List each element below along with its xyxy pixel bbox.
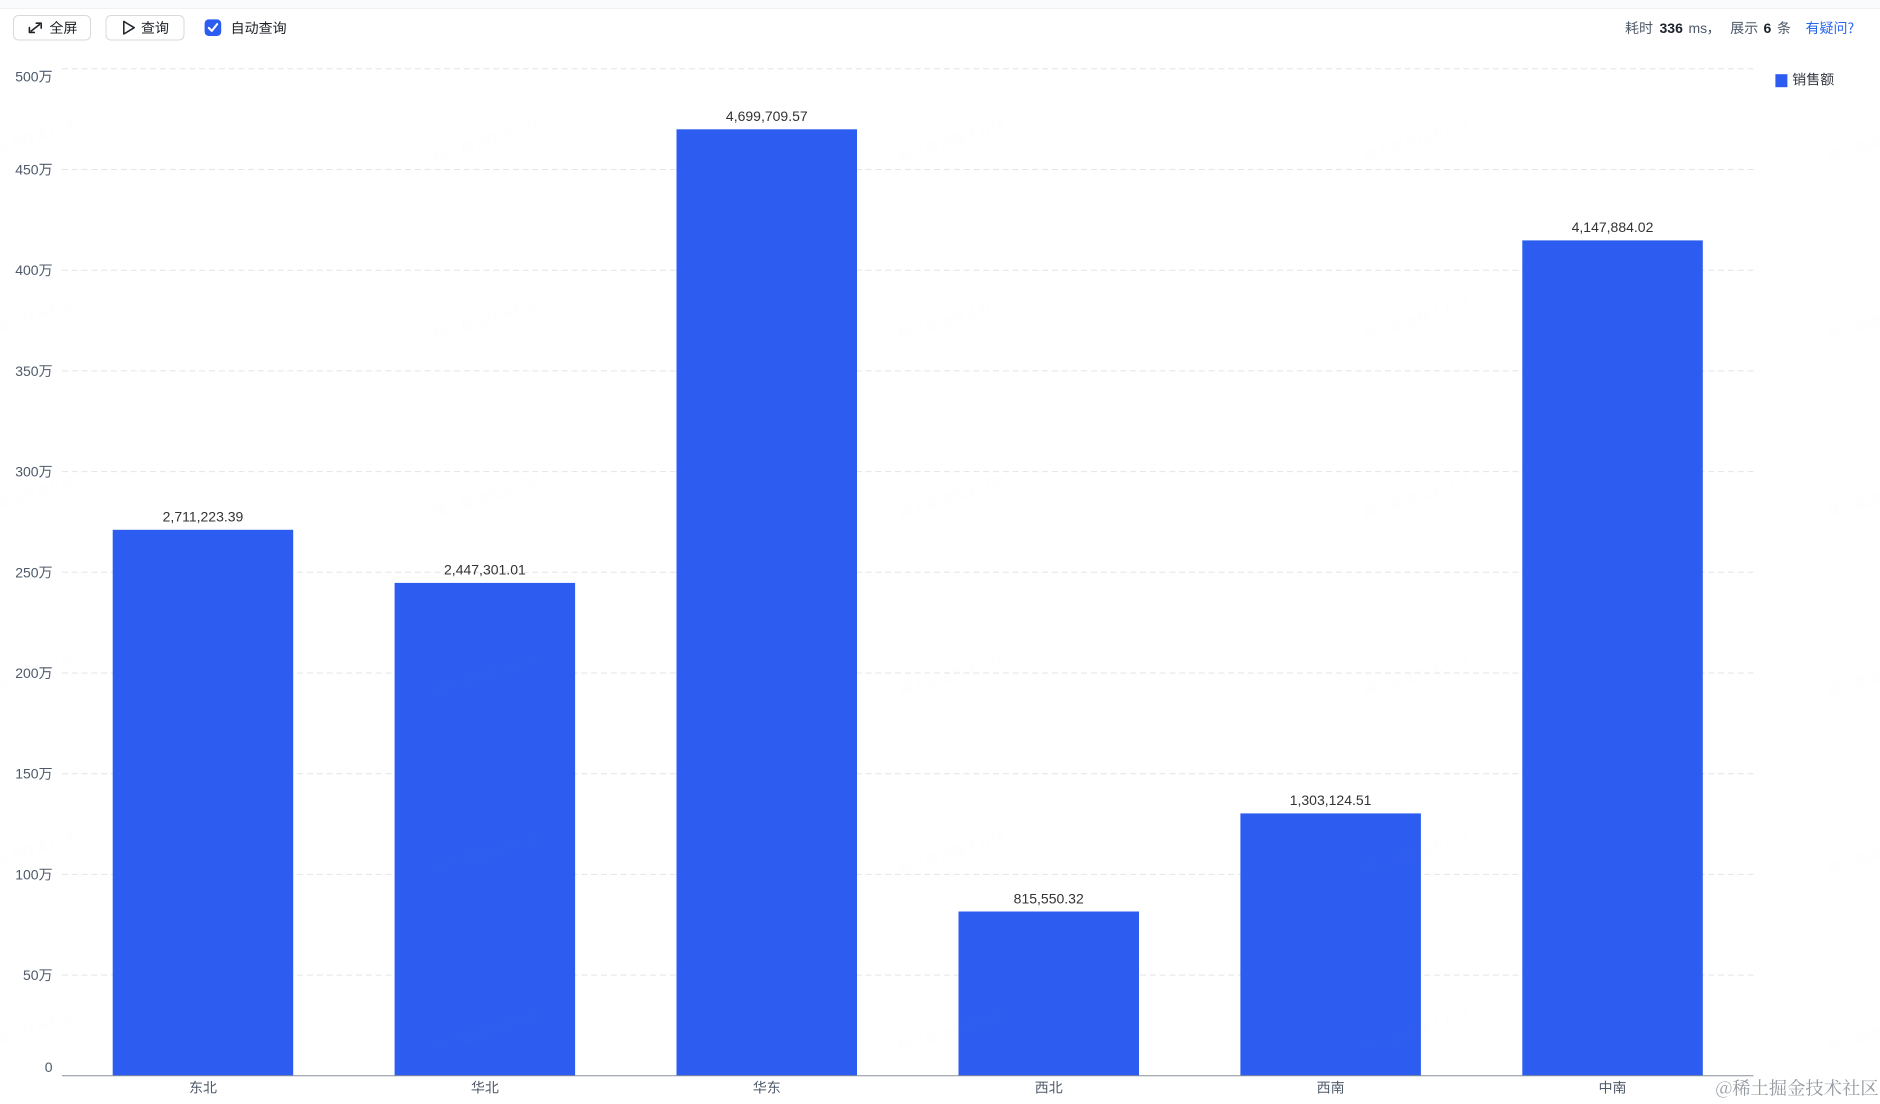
svg-text:250: 250 bbox=[15, 564, 39, 580]
svg-text:450: 450 bbox=[15, 162, 39, 178]
svg-text:336: 336 bbox=[1660, 20, 1684, 36]
svg-text:ms: ms bbox=[1689, 20, 1708, 36]
svg-text:350: 350 bbox=[15, 363, 39, 379]
svg-text:4,699,709.57: 4,699,709.57 bbox=[726, 108, 808, 124]
svg-text:500: 500 bbox=[15, 69, 39, 85]
svg-text:4,147,884.02: 4,147,884.02 bbox=[1572, 219, 1654, 235]
svg-text:2,447,301.01: 2,447,301.01 bbox=[444, 562, 526, 578]
svg-text:200: 200 bbox=[15, 665, 39, 681]
svg-text:300: 300 bbox=[15, 464, 39, 480]
svg-text:2,711,223.39: 2,711,223.39 bbox=[163, 509, 244, 525]
svg-text:50: 50 bbox=[23, 967, 39, 983]
svg-text:6: 6 bbox=[1764, 20, 1772, 36]
svg-text:150: 150 bbox=[15, 766, 39, 782]
svg-text:100: 100 bbox=[15, 866, 39, 882]
svg-text:0: 0 bbox=[45, 1059, 53, 1075]
svg-text:400: 400 bbox=[15, 262, 39, 278]
svg-text:1,303,124.51: 1,303,124.51 bbox=[1290, 792, 1372, 808]
svg-text:815,550.32: 815,550.32 bbox=[1014, 890, 1084, 906]
